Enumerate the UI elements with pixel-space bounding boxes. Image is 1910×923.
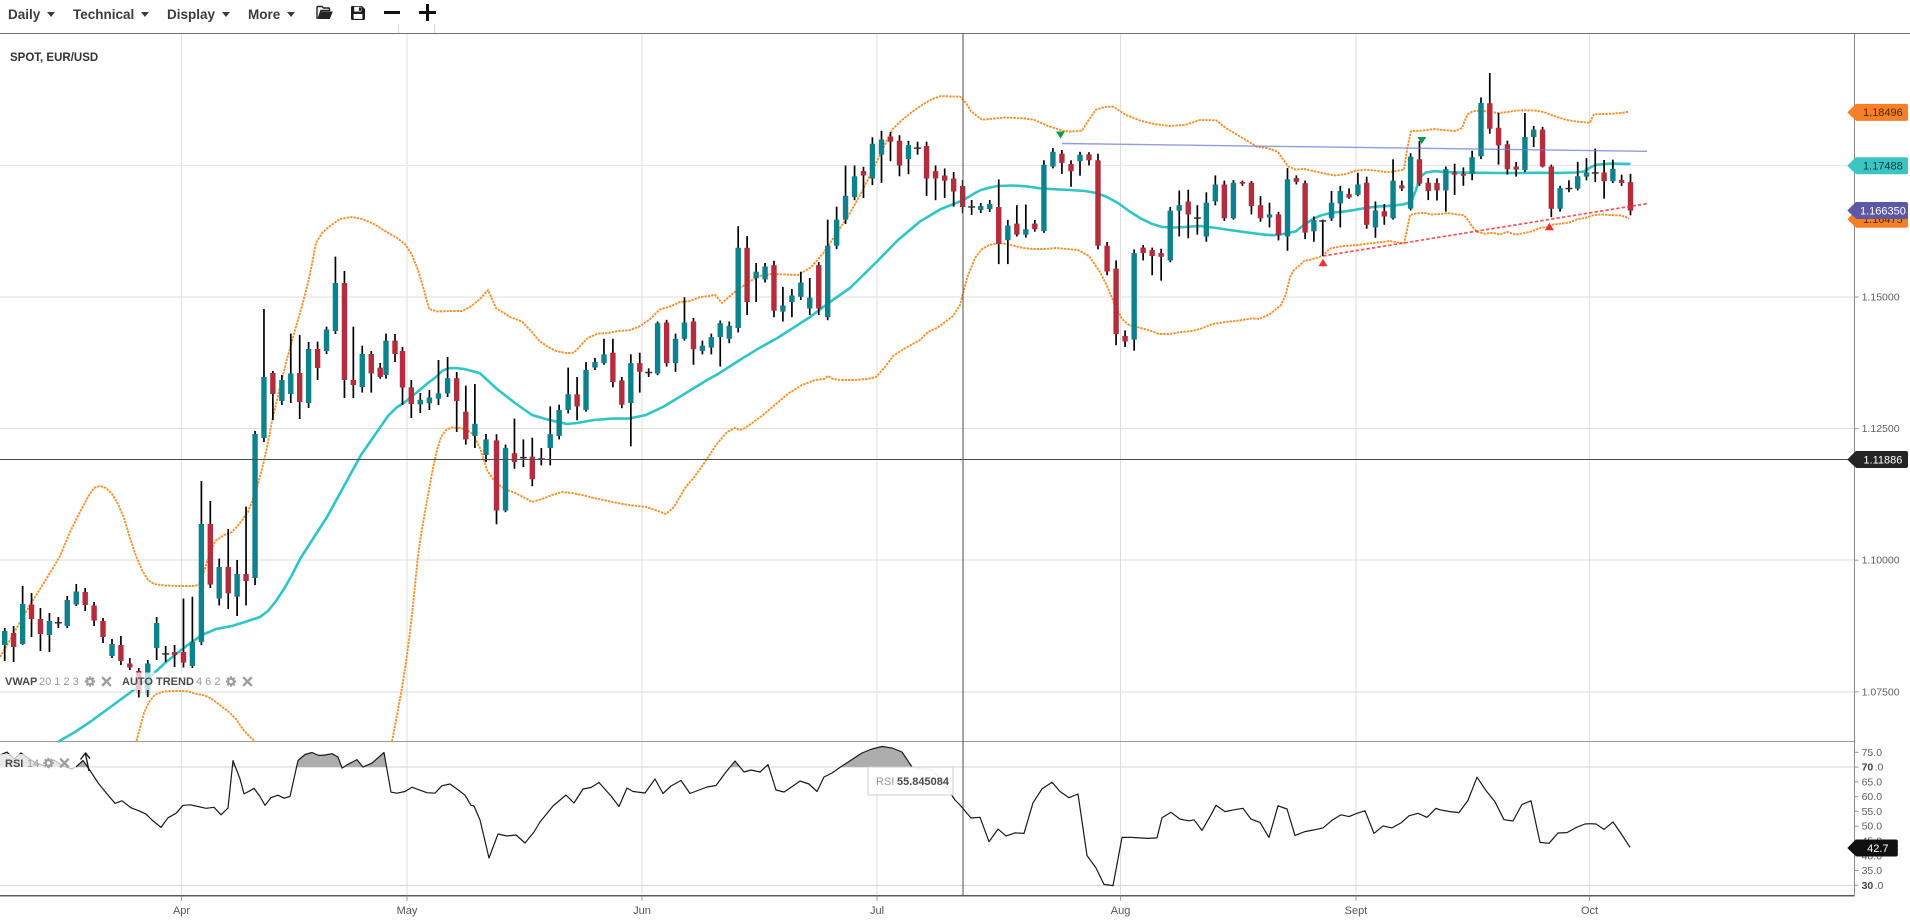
svg-text:60.0: 60.0 [1862,791,1883,803]
svg-text:Sept: Sept [1345,905,1368,917]
svg-text:65.0: 65.0 [1862,776,1883,788]
svg-text:1.17488: 1.17488 [1863,161,1903,173]
svg-text:AUTO TREND: AUTO TREND [122,676,194,688]
svg-text:.0: .0 [1875,880,1884,892]
svg-text:1.15000: 1.15000 [1862,292,1900,304]
svg-text:35.0: 35.0 [1862,865,1883,877]
svg-text:1.18496: 1.18496 [1863,107,1903,119]
svg-text:1.12500: 1.12500 [1862,423,1900,435]
svg-text:75.0: 75.0 [1862,747,1883,759]
svg-text:14: 14 [27,758,39,770]
svg-text:1.166350: 1.166350 [1860,205,1906,217]
svg-text:.0: .0 [1875,762,1884,774]
svg-text:Apr: Apr [173,905,190,917]
svg-text:55.845084: 55.845084 [897,776,950,788]
svg-text:VWAP: VWAP [5,676,37,688]
svg-text:SPOT, EUR/USD: SPOT, EUR/USD [10,52,98,64]
svg-text:20 1 2 3: 20 1 2 3 [39,676,79,688]
svg-text:RSI: RSI [5,758,23,770]
svg-text:1.07500: 1.07500 [1862,686,1900,698]
svg-text:4 6 2: 4 6 2 [196,676,220,688]
svg-text:1.11886: 1.11886 [1863,454,1902,466]
svg-text:70: 70 [1862,762,1874,774]
svg-text:50.0: 50.0 [1862,821,1883,833]
svg-text:1.10000: 1.10000 [1862,555,1900,567]
svg-text:42.7: 42.7 [1867,843,1888,855]
svg-text:Jul: Jul [870,905,884,917]
svg-text:30: 30 [1862,880,1874,892]
svg-text:Oct: Oct [1581,905,1598,917]
svg-text:55.0: 55.0 [1862,806,1883,818]
svg-text:May: May [397,905,418,917]
svg-text:RSI: RSI [876,776,894,788]
svg-text:Jun: Jun [633,905,651,917]
svg-text:Aug: Aug [1111,905,1131,917]
